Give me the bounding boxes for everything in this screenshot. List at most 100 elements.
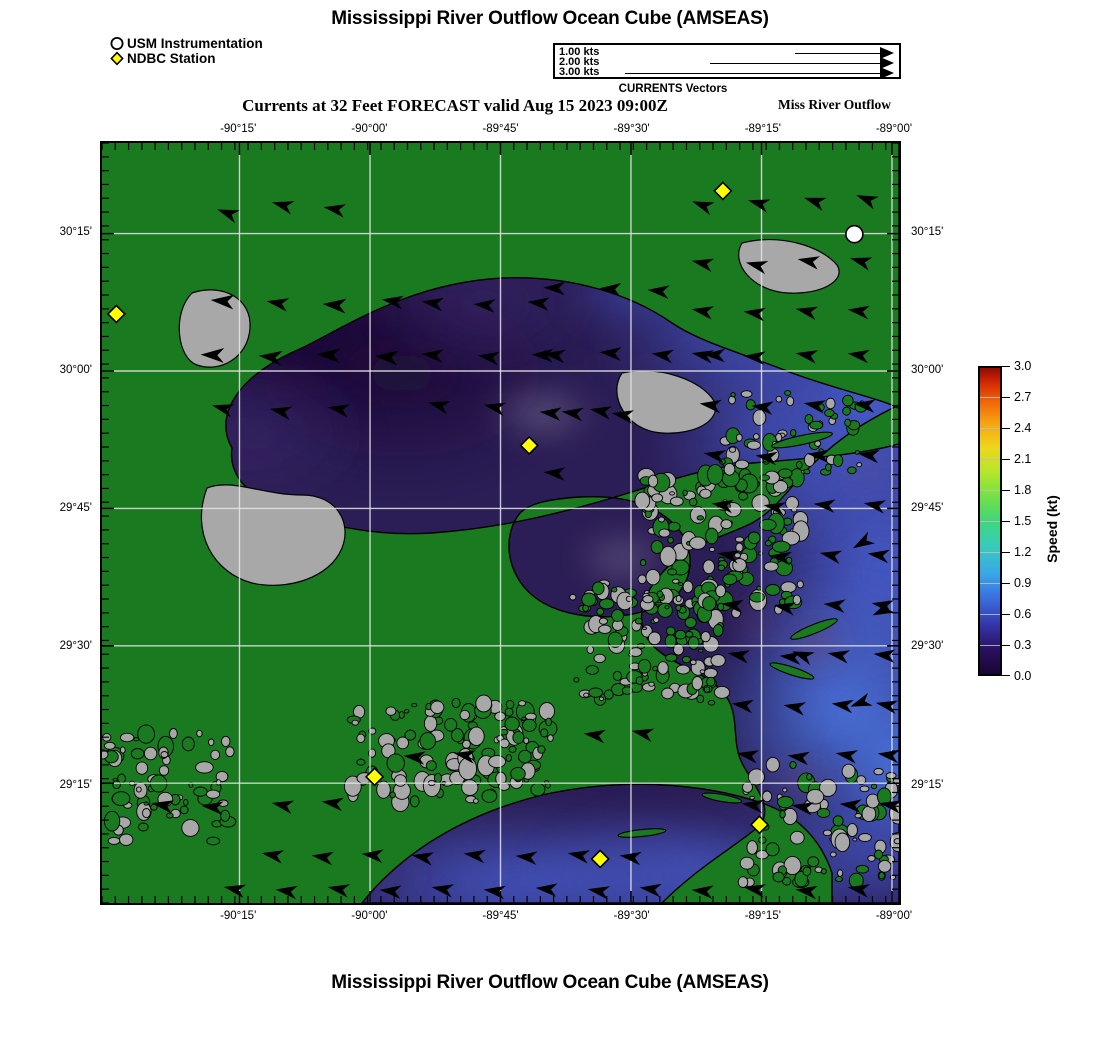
- current-vector-arrow: [463, 849, 486, 864]
- marsh-island: [858, 833, 872, 842]
- marsh-island: [206, 789, 221, 799]
- current-vector-arrow: [261, 850, 285, 864]
- marsh-island: [119, 732, 135, 743]
- marsh-island: [764, 540, 772, 547]
- ndbc-station-marker[interactable]: [590, 849, 610, 869]
- marsh-island: [393, 774, 407, 787]
- current-vector-arrow: [477, 351, 500, 366]
- marsh-island: [712, 624, 724, 637]
- marsh-island: [451, 728, 464, 743]
- marsh-island: [855, 864, 870, 874]
- current-vector-arrow: [847, 884, 871, 898]
- current-vector-arrow: [619, 851, 642, 866]
- marsh-island: [667, 568, 678, 576]
- marsh-island: [508, 745, 517, 753]
- current-vector-arrow: [453, 750, 477, 764]
- ndbc-station-marker[interactable]: [519, 435, 539, 456]
- x-axis-tick-label: -90°00': [351, 123, 388, 135]
- colorbar-tick: [1002, 675, 1010, 676]
- vector-legend-row-2: 2.00 kts: [555, 56, 899, 69]
- marsh-island: [667, 521, 681, 532]
- current-vector-arrow: [483, 402, 507, 416]
- marsh-island: [861, 805, 877, 823]
- marsh-island: [885, 772, 897, 780]
- x-axis-tick-label: -90°00': [351, 910, 388, 922]
- marsh-island: [581, 592, 597, 607]
- forecast-subtitle: Currents at 32 Feet FORECAST valid Aug 1…: [242, 96, 668, 115]
- marsh-island: [102, 749, 109, 760]
- colorbar-title: Speed (kt): [1044, 495, 1060, 563]
- vector-shaft-2: [710, 63, 880, 64]
- marsh-island: [781, 530, 801, 546]
- marsh-island: [804, 414, 814, 425]
- marsh-island: [717, 602, 725, 611]
- marsh-island: [834, 876, 843, 883]
- current-vector-arrow: [322, 298, 347, 314]
- barrier-island: [790, 618, 838, 640]
- marsh-island: [179, 805, 189, 815]
- current-vector-arrow: [804, 197, 827, 211]
- marsh-island: [792, 594, 802, 606]
- map-frame[interactable]: [100, 141, 901, 905]
- current-vector-arrow: [587, 886, 611, 900]
- ndbc-station-marker[interactable]: [713, 181, 733, 201]
- marsh-island: [816, 808, 831, 818]
- ndbc-station-marker[interactable]: [749, 815, 770, 835]
- current-vector-arrow: [769, 551, 792, 566]
- marsh-island: [784, 390, 792, 396]
- usm-instrumentation-marker[interactable]: [845, 224, 864, 244]
- vector-legend-label-2: 2.00 kts: [559, 56, 600, 68]
- marsh-island: [135, 786, 142, 793]
- marsh-island: [468, 726, 485, 746]
- barrier-island: [769, 662, 815, 680]
- marsh-island: [657, 602, 673, 618]
- marsh-island: [658, 528, 671, 538]
- marsh-island: [612, 670, 622, 681]
- barrier-island: [617, 828, 667, 838]
- current-vector-arrow: [271, 800, 295, 814]
- marsh-island: [877, 859, 892, 873]
- vector-legend-caption: CURRENTS Vectors: [618, 83, 728, 95]
- marsh-island: [803, 468, 811, 475]
- marsh-island: [475, 694, 493, 713]
- marsh-island: [746, 440, 761, 450]
- colorbar-tick-label: 1.5: [1014, 514, 1032, 528]
- marsh-island: [723, 462, 736, 476]
- marsh-island: [734, 536, 745, 543]
- y-axis-tick-label: 29°30': [59, 640, 92, 653]
- marsh-island: [547, 734, 554, 742]
- marsh-island: [806, 788, 825, 805]
- marsh-island: [657, 661, 669, 675]
- current-vector-arrow: [327, 404, 351, 418]
- vector-shaft-3: [625, 73, 880, 74]
- ndbc-station-marker[interactable]: [364, 767, 385, 787]
- marsh-island: [143, 801, 149, 806]
- current-vector-arrow: [827, 650, 851, 664]
- colorbar-tick: [1002, 645, 1010, 646]
- marsh-island: [747, 531, 761, 545]
- y-axis-tick-label: 30°00': [59, 364, 92, 377]
- marsh-island: [504, 716, 520, 732]
- colorbar-tick: [1002, 366, 1010, 367]
- marsh-island: [870, 783, 878, 790]
- current-vector-arrow: [850, 692, 873, 707]
- marsh-island: [386, 753, 405, 773]
- colorbar-tick-label: 0.3: [1014, 638, 1032, 652]
- colorbar-gridline: [980, 397, 1000, 398]
- marsh-island: [759, 474, 770, 482]
- marsh-island: [802, 866, 812, 877]
- marsh-island: [538, 702, 555, 721]
- marsh-island: [747, 768, 765, 786]
- marsh-island: [734, 552, 741, 559]
- marsh-island: [673, 643, 684, 656]
- current-vector-arrow: [611, 410, 635, 424]
- marsh-island: [746, 840, 758, 855]
- marsh-island: [206, 836, 221, 846]
- current-vector-arrow: [847, 349, 870, 364]
- vector-legend-row-1: 1.00 kts: [555, 46, 899, 59]
- marsh-island: [776, 796, 794, 809]
- ndbc-station-marker[interactable]: [106, 304, 126, 324]
- marsh-island: [404, 729, 417, 741]
- colorbar-gridline: [980, 521, 1000, 522]
- map-canvas[interactable]: [102, 143, 899, 903]
